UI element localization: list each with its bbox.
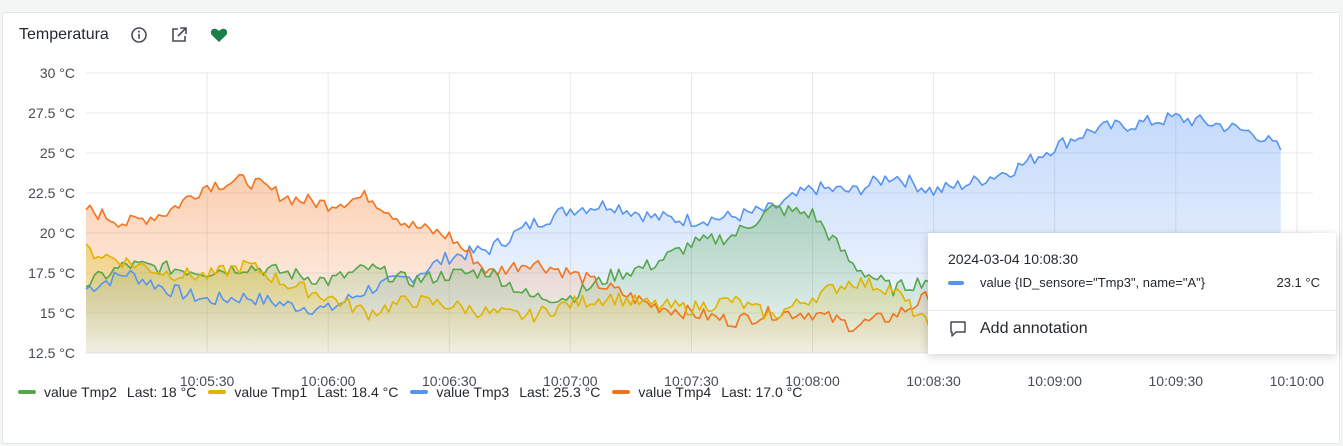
add-annotation-label: Add annotation [980,320,1088,337]
panel-header: Temperatura [19,23,249,47]
tooltip-value: 23.1 °C [1276,275,1320,290]
x-tick-label: 10:06:00 [301,373,356,389]
external-link-icon[interactable] [169,25,189,45]
x-tick-label: 10:10:00 [1270,373,1325,389]
y-tick-label: 27.5 °C [28,105,75,121]
y-axis: 12.5 °C 15 °C 17.5 °C 20 °C 22.5 °C 25 °C 27.5… [28,65,75,361]
series-lines [85,112,1282,333]
legend-item-tmp4[interactable]: value Tmp4 Last: 17.0 °C [612,384,802,400]
legend-swatch [612,390,631,394]
y-tick-label: 15 °C [40,305,75,321]
comment-icon [950,321,966,337]
series-line-value-tmp4[interactable] [85,173,935,333]
legend-last-value: Last: 18.4 °C [317,384,399,400]
x-tick-label: 10:08:00 [785,373,840,389]
info-icon[interactable] [129,25,149,45]
x-axis: 10:05:30 10:06:00 10:06:30 10:07:00 10:07:30… [180,373,1324,389]
x-tick-label: 10:07:00 [543,373,598,389]
legend-item-tmp3[interactable]: value Tmp3 Last: 25.3 °C [410,384,600,400]
legend-last-value: Last: 17.0 °C [721,384,803,400]
series-area-2 [86,244,934,353]
y-tick-label: 25 °C [40,145,75,161]
x-tick-label: 10:06:30 [422,373,477,389]
x-tick-label: 10:05:30 [180,373,235,389]
heart-icon[interactable] [209,25,229,45]
x-tick-label: 10:08:30 [906,373,961,389]
legend: value Tmp2 Last: 18 °C value Tmp1 Last: … [18,384,814,400]
x-tick-label: 10:09:30 [1149,373,1204,389]
x-tick-label: 10:07:30 [664,373,719,389]
add-annotation-button[interactable]: Add annotation [948,319,1088,339]
legend-swatch [208,390,227,394]
legend-item-tmp2[interactable]: value Tmp2 Last: 18 °C [18,384,196,400]
panel-title: Temperatura [19,26,109,43]
y-tick-label: 22.5 °C [28,185,75,201]
tooltip-series-row: value {ID_sensore="Tmp3", name="A"} 23.1… [948,275,1320,290]
legend-item-tmp1[interactable]: value Tmp1 Last: 18.4 °C [208,384,398,400]
legend-label: value Tmp1 [234,384,308,400]
legend-swatch [18,390,36,394]
series-line-value-tmp3[interactable] [85,112,1282,316]
legend-last-value: Last: 18 °C [126,384,197,400]
tooltip-time: 2024-03-04 10:08:30 [948,251,1078,267]
hover-tooltip: 2024-03-04 10:08:30 value {ID_sensore="T… [928,233,1336,354]
y-tick-label: 12.5 °C [28,345,75,361]
y-tick-label: 17.5 °C [28,265,75,281]
legend-last-value: Last: 25.3 °C [519,384,601,400]
legend-label: value Tmp2 [44,384,117,400]
y-tick-label: 30 °C [40,65,75,81]
legend-label: value Tmp3 [436,384,510,400]
tooltip-divider [928,310,1336,311]
legend-swatch [410,390,429,394]
legend-label: value Tmp4 [638,384,712,400]
series-line-value-tmp1[interactable] [85,243,935,333]
y-tick-label: 20 °C [40,225,75,241]
tooltip-swatch [948,280,964,285]
x-tick-label: 10:09:00 [1027,373,1082,389]
tooltip-series-label: value {ID_sensore="Tmp3", name="A"} [980,275,1206,290]
